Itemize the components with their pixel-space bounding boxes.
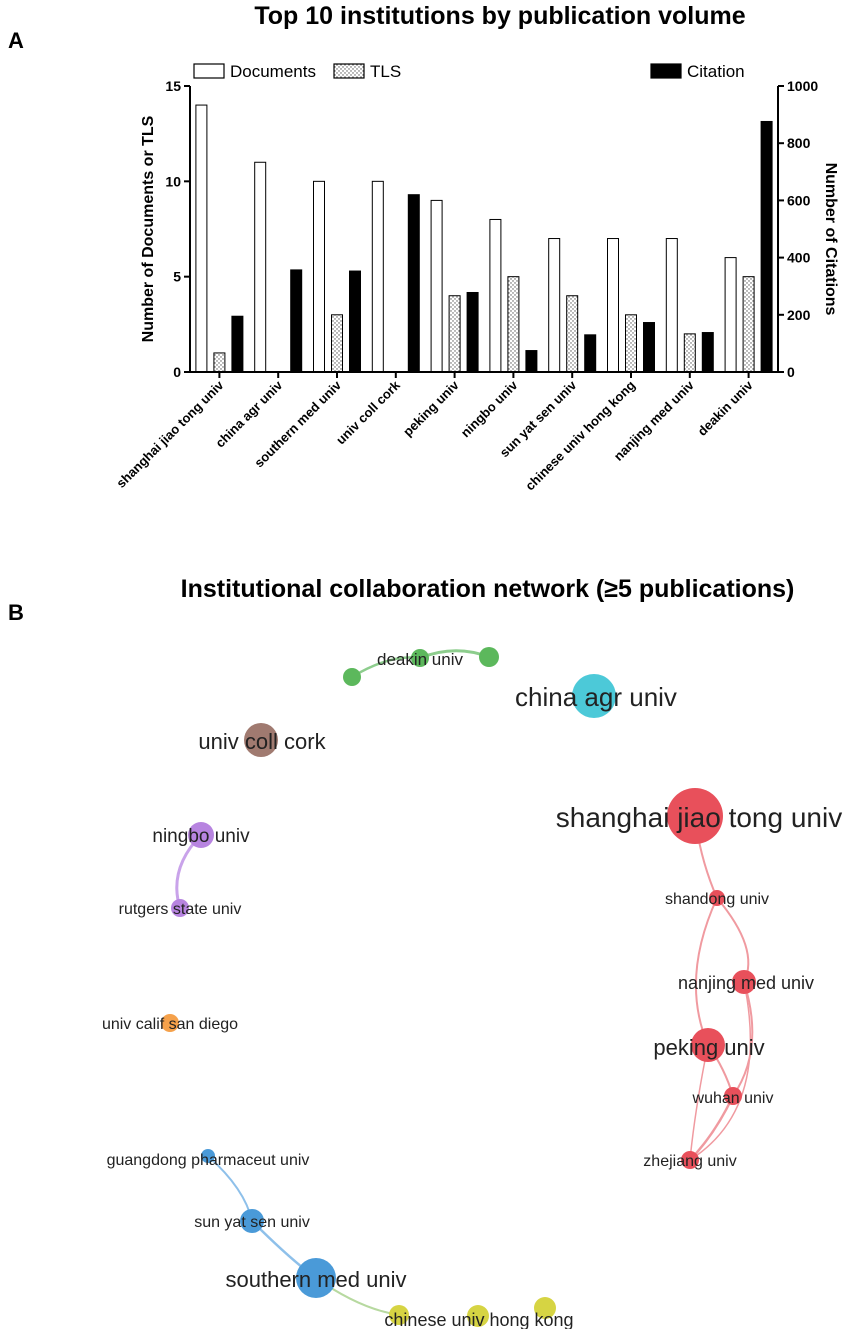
node-deakin-small[interactable] xyxy=(343,668,361,686)
bar-tls xyxy=(566,295,579,373)
bar-tls xyxy=(448,295,461,373)
x-tick-label: peking univ xyxy=(400,377,462,439)
legend-label: Citation xyxy=(687,62,745,81)
node-univ-calif-san-diego[interactable] xyxy=(161,1014,179,1032)
node-guangdong-pharmaceut-univ[interactable] xyxy=(201,1149,215,1163)
bar-documents xyxy=(254,161,267,373)
y-tick-label-right: 800 xyxy=(787,135,811,151)
node-univ-coll-cork[interactable] xyxy=(244,723,278,757)
label-shandong-univ: shandong univ xyxy=(665,891,769,908)
node-deakin-right[interactable] xyxy=(479,647,499,667)
chart-title: Top 10 institutions by publication volum… xyxy=(254,2,746,30)
bar-citation xyxy=(643,322,655,373)
collaboration-network: deakin univ china agr univ univ coll cor… xyxy=(102,647,842,1329)
node-chinese-univ-a[interactable] xyxy=(389,1305,409,1325)
edge xyxy=(689,981,752,1161)
node-shandong-univ[interactable] xyxy=(709,890,725,906)
node-chinese-univ-c[interactable] xyxy=(534,1297,556,1319)
bar-documents xyxy=(489,218,502,373)
x-tick-label: deakin univ xyxy=(695,377,757,439)
bar-citation xyxy=(407,194,420,373)
label-rutgers-state-univ: rutgers state univ xyxy=(119,901,242,918)
label-deakin-univ: deakin univ xyxy=(377,650,464,669)
y-tick-label-right: 0 xyxy=(787,364,795,380)
legend-swatch xyxy=(650,63,682,79)
y-tick-label-right: 200 xyxy=(787,307,811,323)
label-china-agr-univ: china agr univ xyxy=(515,682,677,712)
node-nanjing-med-univ[interactable] xyxy=(732,970,756,994)
bar-tls xyxy=(683,333,696,373)
bar-documents xyxy=(665,238,678,373)
bar-citation xyxy=(349,270,361,373)
node-zhejiang-univ[interactable] xyxy=(681,1151,699,1169)
label-sun-yat-sen-univ: sun yat sen univ xyxy=(194,1214,310,1231)
legend-swatch xyxy=(333,63,365,79)
x-tick-label: shanghai jiao tong univ xyxy=(113,377,227,491)
bar-citation xyxy=(584,334,597,373)
legend-label: TLS xyxy=(370,62,401,81)
bar-citation xyxy=(701,332,714,373)
node-southern-med-univ[interactable] xyxy=(296,1258,336,1298)
bar-citation xyxy=(760,120,773,373)
y-tick-label-right: 400 xyxy=(787,250,811,266)
label-chinese-univ-hong-kong: chinese univ hong kong xyxy=(384,1310,573,1329)
bar-citation xyxy=(525,350,538,373)
edge xyxy=(695,897,718,1046)
x-tick-label: ningbo univ xyxy=(458,377,521,440)
y-tick-label-right: 1000 xyxy=(787,78,818,94)
node-ningbo-univ[interactable] xyxy=(188,822,214,848)
node-shanghai-jiao-tong-univ[interactable] xyxy=(667,788,723,844)
y-axis-title-right: Number of Citations xyxy=(822,163,839,316)
label-shanghai-jiao-tong-univ: shanghai jiao tong univ xyxy=(556,802,842,833)
legend-swatch xyxy=(193,63,225,79)
y-axis-title-left: Number of Documents or TLS xyxy=(140,115,157,342)
node-wuhan-univ[interactable] xyxy=(724,1087,742,1105)
label-southern-med-univ: southern med univ xyxy=(226,1267,407,1292)
bar-chart: 0 5 10 15 0 200 400 600 800 1000 shanghai jiao ton… xyxy=(113,62,839,493)
label-univ-coll-cork: univ coll cork xyxy=(198,729,326,754)
y-tick-label-left: 0 xyxy=(173,364,181,380)
bar-documents xyxy=(430,199,443,373)
label-wuhan-univ: wuhan univ xyxy=(692,1090,774,1107)
node-chinese-univ-hong-kong[interactable] xyxy=(467,1305,489,1327)
node-peking-univ[interactable] xyxy=(691,1028,725,1062)
bar-tls xyxy=(507,276,520,373)
x-tick-label: chinese univ hong kong xyxy=(522,377,638,493)
edge xyxy=(716,897,750,983)
bar-tls xyxy=(213,352,226,373)
label-ningbo-univ: ningbo univ xyxy=(152,826,250,847)
legend-label: Documents xyxy=(230,62,316,81)
bar-documents xyxy=(548,238,561,373)
y-tick-label-left: 10 xyxy=(165,173,181,189)
label-peking-univ: peking univ xyxy=(653,1035,764,1060)
bar-tls xyxy=(742,276,755,373)
bar-citation xyxy=(466,291,479,373)
label-univ-calif-san-diego: univ calif san diego xyxy=(102,1016,238,1033)
bar-citation xyxy=(231,315,244,373)
edge xyxy=(732,981,754,1097)
panel-a-letter: A xyxy=(8,28,24,53)
y-tick-label-left: 5 xyxy=(173,269,181,285)
node-china-agr-univ[interactable] xyxy=(572,674,616,718)
bar-citation xyxy=(290,269,303,373)
node-sun-yat-sen-univ[interactable] xyxy=(240,1209,264,1233)
bar-documents xyxy=(724,257,737,373)
label-guangdong-pharmaceut-univ: guangdong pharmaceut univ xyxy=(107,1152,310,1169)
bar-tls xyxy=(331,314,343,373)
x-tick-label: univ coll cork xyxy=(333,377,403,447)
y-tick-label-left: 15 xyxy=(165,78,181,94)
panel-b-letter: B xyxy=(8,600,24,625)
bar-documents xyxy=(313,180,325,373)
network-title: Institutional collaboration network (≥5 … xyxy=(180,575,795,603)
node-deakin-univ[interactable] xyxy=(411,649,429,667)
node-rutgers-state-univ[interactable] xyxy=(171,899,189,917)
bar-tls xyxy=(625,314,637,373)
y-tick-label-right: 600 xyxy=(787,192,811,208)
bar-documents xyxy=(607,238,619,373)
label-zhejiang-univ: zhejiang univ xyxy=(643,1153,736,1170)
bar-documents xyxy=(195,104,208,373)
label-nanjing-med-univ: nanjing med univ xyxy=(678,973,814,993)
bar-documents xyxy=(371,180,384,373)
